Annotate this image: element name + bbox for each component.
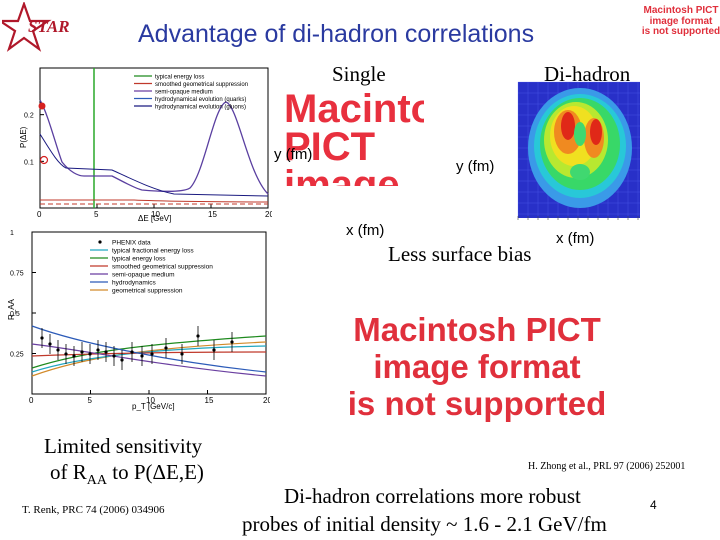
p2-data-point — [72, 354, 76, 358]
conclusion-line2: probes of initial density ~ 1.6 - 2.1 Ge… — [242, 512, 607, 536]
p2-data-point — [104, 350, 108, 354]
p1-marker-open — [39, 155, 49, 165]
reference-zhong: H. Zhong et al., PRL 97 (2006) 252001 — [528, 461, 686, 472]
p1-legend-entry: typical energy loss — [155, 75, 204, 81]
p1-legend-entry: hydrodynamical evolution (quarks) — [155, 97, 246, 103]
less-surface-bias-text: Less surface bias — [388, 242, 532, 266]
p1-ytick-label: 0.1 — [24, 159, 34, 166]
p2-data-point — [212, 348, 216, 352]
p2-data-point — [196, 334, 200, 338]
conclusion-line1: Di-hadron correlations more robust — [284, 484, 581, 508]
p2-ytick-label: 1 — [10, 230, 14, 237]
p2-xtick-label: 5 — [88, 396, 93, 405]
p2-xlabel: p_T [GeV/c] — [132, 402, 175, 411]
p1-legend-entry: semi-opaque medium — [155, 90, 213, 96]
p2-data-point — [120, 358, 124, 362]
slide-title: Advantage of di-hadron correlations — [138, 20, 535, 48]
p2-curve-purple — [31, 343, 267, 377]
p1-xtick-label: 15 — [208, 210, 217, 219]
p1-ytick-label: 0.2 — [24, 113, 34, 120]
p2-legend-entry: semi-opaque medium — [112, 272, 175, 279]
p2-data-point — [40, 336, 44, 340]
p2-legend-entry: PHENIX data — [112, 240, 151, 247]
p1-xtick-label: 20 — [265, 210, 272, 219]
p1-ylabel: P(ΔE) — [19, 126, 28, 148]
p1-legend-entry: smoothed geometrical suppression — [155, 82, 248, 88]
p1-xtick-label: 10 — [151, 210, 160, 219]
p2-ylabel: R_AA — [7, 298, 16, 320]
p2-data-point — [140, 354, 144, 358]
p2-data-point — [112, 354, 116, 358]
star-logo: STAR — [2, 2, 70, 52]
limited-sensitivity-line1: Limited sensitivity — [44, 434, 203, 458]
p2-data-point — [180, 352, 184, 356]
p2-data-point — [130, 350, 134, 354]
limited-sensitivity-line2: of RAA to P(ΔE,E) — [50, 460, 204, 489]
star-logo-text: STAR — [28, 17, 70, 36]
p2-data-point — [230, 340, 234, 344]
p2-ytick-label: 0.25 — [10, 352, 24, 359]
p1-xlabel: ΔE [GeV] — [138, 214, 171, 223]
p2-data-point — [96, 348, 100, 352]
dihadron-density-map — [517, 81, 640, 220]
p2-xtick-label: 15 — [205, 396, 214, 405]
p2-curve-green — [31, 335, 267, 369]
dihadron-x-axis-label: x (fm) — [556, 230, 595, 247]
reference-renk: T. Renk, PRC 74 (2006) 034906 — [22, 504, 165, 516]
single-x-axis-label: x (fm) — [346, 222, 385, 239]
p2-data-point — [64, 352, 68, 356]
p2-ytick-label: 0.75 — [10, 271, 24, 278]
p2-legend-entry: smoothed geometrical suppression — [112, 264, 213, 271]
pict-placeholder-large: Macintosh PICT image format is not suppo… — [347, 311, 607, 422]
p2-data-point — [80, 350, 84, 354]
p2-legend-marker — [98, 240, 102, 244]
p2-legend-entry: typical energy loss — [112, 256, 166, 263]
pict-placeholder-partial: Macintosh PICT image format is not suppo… — [284, 90, 424, 186]
energy-loss-probability-plot: 0 5 10 15 20 0.1 0.2 P(ΔE) ΔE [GeV] typical e… — [14, 64, 272, 226]
p2-legend-entry: hydrodynamics — [112, 280, 156, 287]
p2-legend-entry: typical fractional energy loss — [112, 248, 194, 255]
page-number: 4 — [650, 498, 657, 512]
p2-data-point — [56, 348, 60, 352]
p1-xtick-label: 5 — [94, 210, 99, 219]
single-y-axis-label: y (fm) — [274, 146, 313, 163]
p2-data-point — [164, 346, 168, 350]
p1-legend-entry: hydrodynamical evolution (gluons) — [155, 105, 246, 111]
p1-xtick-label: 0 — [37, 210, 42, 219]
p2-xtick-label: 20 — [263, 396, 270, 405]
raa-plot: 0 5 10 15 20 0.25 0.5 0.75 1 R_AA p_T [GeV/c] P… — [2, 226, 270, 414]
p1-quark-curve — [39, 99, 269, 195]
p2-ytick-label: 0.5 — [10, 311, 20, 318]
p2-data-point — [88, 352, 92, 356]
p1-semi-opaque-curve — [40, 199, 269, 203]
p2-data-point — [150, 352, 154, 356]
p2-data-point — [48, 342, 52, 346]
p1-marker-filled — [38, 102, 46, 110]
p1-gluon-curve — [39, 133, 269, 197]
p2-curve-red — [31, 351, 267, 357]
p2-legend-entry: geometrical suppression — [112, 288, 183, 295]
p2-xtick-label: 0 — [29, 396, 34, 405]
pict-placeholder-small: Macintosh PICT image format is not suppo… — [641, 5, 720, 37]
single-label: Single — [332, 62, 386, 86]
p2-xtick-label: 10 — [146, 396, 155, 405]
dihadron-y-axis-label: y (fm) — [456, 158, 495, 175]
